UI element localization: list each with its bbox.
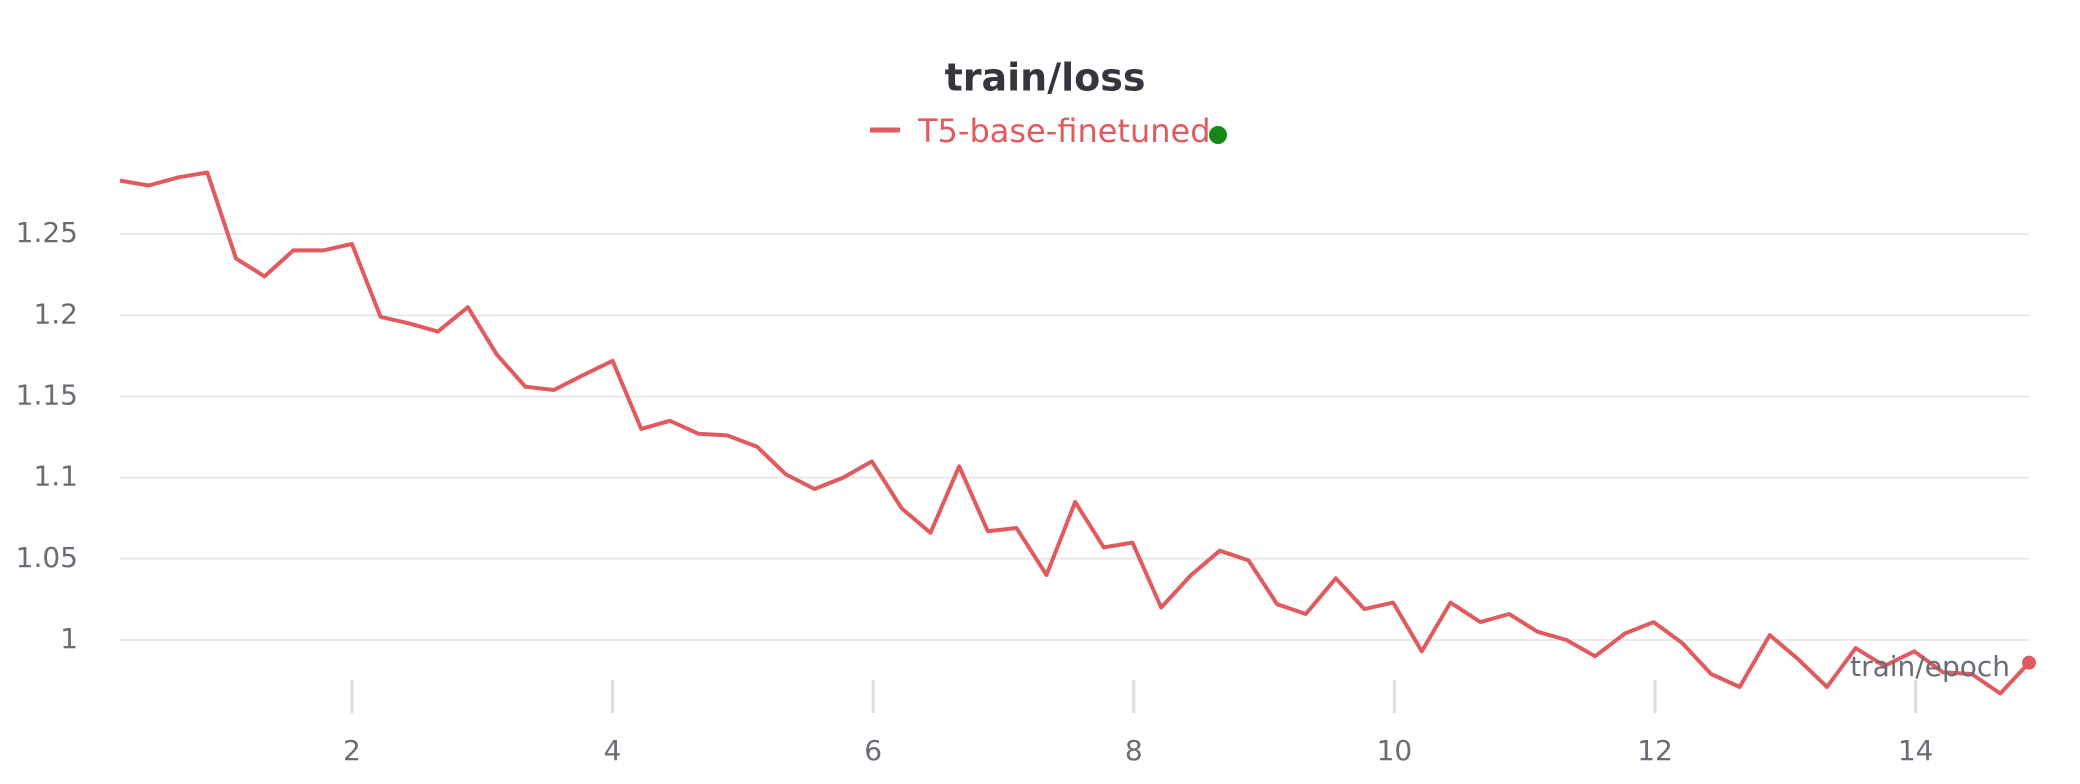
x-tick-label: 14	[1898, 734, 1934, 767]
x-tick-label: 10	[1377, 734, 1413, 767]
x-tick-label: 4	[604, 734, 622, 767]
y-tick-label: 1	[60, 622, 78, 655]
legend-label: T5-base-finetuned	[917, 112, 1211, 150]
y-tick-label: 1.2	[33, 297, 78, 330]
status-dot	[1209, 126, 1227, 144]
y-tick-label: 1.15	[16, 378, 78, 411]
end-point	[2022, 655, 2036, 670]
x-axis-label: train/epoch	[1850, 650, 2010, 683]
line	[119, 170, 2031, 696]
x-tick-label: 2	[343, 734, 361, 767]
y-tick-label: 1.1	[33, 460, 78, 493]
x-tick-label: 6	[864, 734, 882, 767]
chart-title: train/loss	[945, 56, 1146, 100]
x-tick-label: 12	[1637, 734, 1673, 767]
y-tick-label: 1.25	[16, 216, 78, 249]
x-tick-label: 8	[1125, 734, 1143, 767]
y-tick-label: 1.05	[16, 541, 78, 574]
